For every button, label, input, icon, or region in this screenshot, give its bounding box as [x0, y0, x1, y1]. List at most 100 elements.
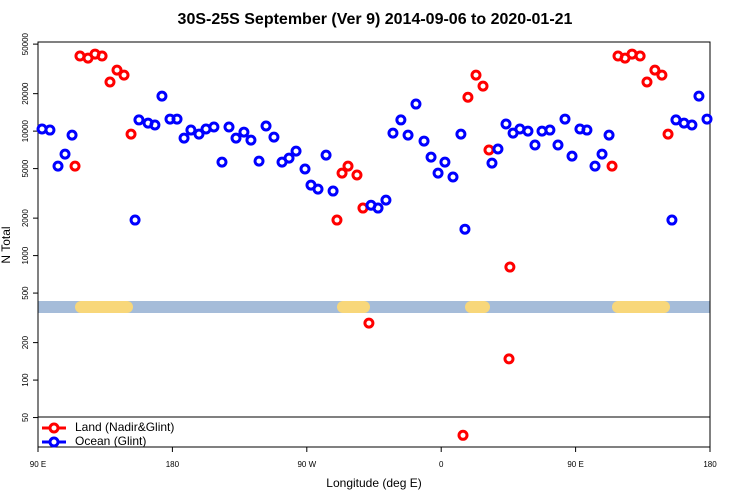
- data-point: [483, 144, 495, 156]
- y-tick-label: 200: [21, 335, 30, 349]
- data-point: [686, 119, 698, 131]
- land-strip: [612, 301, 670, 313]
- data-point: [320, 149, 332, 161]
- data-point: [410, 98, 422, 110]
- data-point: [66, 129, 78, 141]
- data-point: [395, 114, 407, 126]
- y-tick-label: 50000: [21, 32, 30, 55]
- data-point: [387, 127, 399, 139]
- data-point: [504, 261, 516, 273]
- data-point: [69, 160, 81, 172]
- data-point: [230, 132, 242, 144]
- legend-swatch-marker: [48, 436, 60, 448]
- data-point: [634, 50, 646, 62]
- surface-mask: [38, 301, 710, 313]
- data-point: [656, 69, 668, 81]
- y-tick-label: 50: [21, 413, 30, 422]
- data-point: [111, 64, 123, 76]
- data-point: [312, 183, 324, 195]
- data-point: [418, 135, 430, 147]
- data-point: [500, 118, 512, 130]
- data-point: [447, 171, 459, 183]
- data-point: [529, 139, 541, 151]
- data-point: [522, 125, 534, 137]
- y-axis-label: N Total: [0, 226, 13, 263]
- data-point: [603, 129, 615, 141]
- data-point: [470, 69, 482, 81]
- data-point: [432, 167, 444, 179]
- y-tick-label: 1000: [21, 246, 30, 264]
- x-tick-label: 180: [166, 460, 180, 469]
- data-point: [439, 156, 451, 168]
- data-point: [589, 160, 601, 172]
- data-point: [96, 50, 108, 62]
- data-point: [425, 151, 437, 163]
- data-point: [666, 214, 678, 226]
- data-point: [149, 119, 161, 131]
- data-point: [649, 64, 661, 76]
- data-point: [380, 194, 392, 206]
- data-point: [486, 157, 498, 169]
- data-point: [331, 214, 343, 226]
- ocean-strip: [38, 301, 710, 313]
- data-point: [693, 90, 705, 102]
- data-point: [596, 148, 608, 160]
- data-point: [283, 152, 295, 164]
- data-point: [125, 128, 137, 140]
- y-tick-label: 500: [21, 286, 30, 300]
- data-point: [336, 167, 348, 179]
- x-tick-label: 180: [703, 460, 717, 469]
- data-point: [268, 131, 280, 143]
- data-point: [260, 120, 272, 132]
- data-point: [253, 155, 265, 167]
- data-point: [606, 160, 618, 172]
- chart-title: 30S-25S September (Ver 9) 2014-09-06 to …: [178, 11, 573, 28]
- data-point: [44, 124, 56, 136]
- x-tick-label: 90 E: [567, 460, 583, 469]
- data-point: [544, 124, 556, 136]
- data-point: [171, 113, 183, 125]
- x-tick-label: 90 W: [297, 460, 316, 469]
- data-point: [701, 113, 713, 125]
- data-point: [492, 143, 504, 155]
- data-point: [351, 169, 363, 181]
- data-point: [402, 129, 414, 141]
- data-point: [156, 90, 168, 102]
- data-point: [559, 113, 571, 125]
- data-point: [129, 214, 141, 226]
- data-point: [462, 91, 474, 103]
- y-tick-label: 10000: [21, 119, 30, 142]
- y-tick-label: 100: [21, 373, 30, 387]
- y-tick-label: 2000: [21, 209, 30, 227]
- data-point: [363, 317, 375, 329]
- data-point: [503, 353, 515, 365]
- land-strip: [75, 301, 133, 313]
- data-point: [193, 128, 205, 140]
- data-point: [238, 126, 250, 138]
- land-strip: [465, 301, 490, 313]
- data-point: [178, 132, 190, 144]
- data-point: [342, 160, 354, 172]
- data-point: [477, 80, 489, 92]
- data-point: [52, 160, 64, 172]
- legend-label: Ocean (Glint): [75, 434, 146, 448]
- data-point: [641, 76, 653, 88]
- data-point: [245, 134, 257, 146]
- data-point: [118, 69, 130, 81]
- data-point: [290, 145, 302, 157]
- data-point: [185, 124, 197, 136]
- data-point: [552, 139, 564, 151]
- x-tick-label: 0: [439, 460, 444, 469]
- x-axis-label: Longitude (deg E): [326, 476, 421, 490]
- data-point: [104, 76, 116, 88]
- legend-swatch-marker: [48, 422, 60, 434]
- data-point: [327, 185, 339, 197]
- land-strip: [337, 301, 370, 313]
- data-point: [662, 128, 674, 140]
- data-point: [216, 156, 228, 168]
- data-point: [566, 150, 578, 162]
- data-point: [223, 121, 235, 133]
- legend-label: Land (Nadir&Glint): [75, 420, 174, 434]
